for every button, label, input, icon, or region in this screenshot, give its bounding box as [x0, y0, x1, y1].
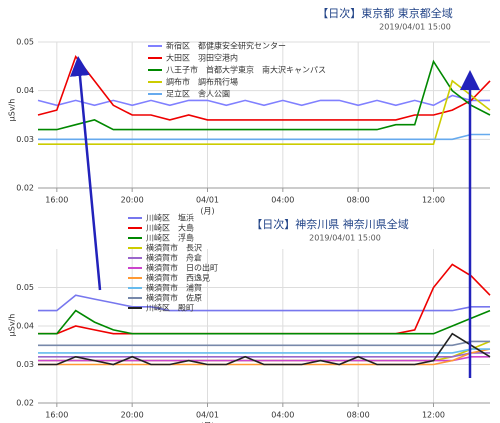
x-tick-label: 20:00 [121, 196, 144, 205]
y-tick-label: 0.03 [16, 360, 34, 369]
series-line [38, 294, 490, 312]
series-line [37, 94, 490, 107]
x-tick-label: 12:00 [422, 196, 445, 205]
x-tick-label: 08:00 [347, 196, 370, 205]
y-axis-label: μSv/h [8, 314, 17, 337]
y-axis-label: μSv/h [8, 99, 17, 122]
annotation-arrow [69, 56, 102, 291]
legend-label: 横須賀市 浦賀 [146, 283, 202, 293]
legend-label: 横須賀市 舟倉 [146, 253, 202, 263]
chart-subtitle: 2019/04/01 15:00 [379, 23, 451, 32]
series-line [38, 309, 491, 335]
chart-title: 【日次】東京都 東京都全域 [317, 6, 453, 20]
legend-label: 横須賀市 長沢 [146, 243, 202, 253]
x-tick-label: 16:00 [45, 411, 68, 420]
series-line [38, 356, 490, 362]
y-tick-label: 0.04 [16, 86, 34, 95]
legend-label: 大田区 羽田空港内 [166, 53, 238, 63]
legend-label: 川崎区 殿町 [146, 303, 194, 313]
x-tick-label: 12:00 [422, 411, 445, 420]
legend-label: 川崎区 浮島 [146, 233, 194, 243]
y-tick-label: 0.05 [16, 283, 34, 292]
legend-label: 八王子市 首都大学東京 南大沢キャンパス [166, 65, 326, 75]
x-tick-label: 16:00 [45, 196, 68, 205]
legend-label: 川崎区 塩浜 [146, 213, 194, 223]
y-tick-label: 0.05 [16, 38, 34, 47]
series-line [38, 332, 491, 366]
legend-label: 足立区 舎人公園 [166, 89, 230, 99]
x-tick-sublabel: (月) [200, 207, 214, 216]
series-line [38, 59, 491, 131]
chart-title: 【日次】神奈川県 神奈川県全域 [251, 217, 409, 231]
y-tick-label: 0.04 [16, 322, 34, 331]
legend-label: 横須賀市 西逸見 [146, 273, 210, 283]
chart-subtitle: 2019/04/01 15:00 [309, 234, 381, 243]
series-line [38, 263, 491, 335]
series-line [38, 352, 490, 358]
y-tick-label: 0.02 [16, 399, 34, 408]
series-line [38, 340, 490, 347]
x-tick-label: 04:00 [271, 411, 294, 420]
legend-label: 横須賀市 日の出町 [146, 263, 218, 273]
series-line [37, 54, 491, 121]
x-tick-label: 04/01 [196, 411, 219, 420]
x-tick-sublabel: (月) [200, 422, 214, 423]
series-line [38, 340, 491, 362]
x-tick-label: 20:00 [121, 411, 144, 420]
legend-label: 調布市 調布飛行場 [166, 77, 238, 87]
legend-label: 新宿区 都健康安全研究センター [166, 41, 286, 51]
series-line [38, 348, 490, 354]
series-line [38, 79, 491, 145]
x-tick-label: 04:00 [271, 196, 294, 205]
legend-label: 川崎区 大島 [146, 223, 194, 233]
x-tick-label: 08:00 [347, 411, 370, 420]
x-tick-label: 04/01 [196, 196, 219, 205]
y-tick-label: 0.03 [16, 135, 34, 144]
y-tick-label: 0.02 [16, 184, 34, 193]
series-line [38, 133, 490, 141]
legend-label: 横須賀市 佐原 [146, 293, 202, 303]
